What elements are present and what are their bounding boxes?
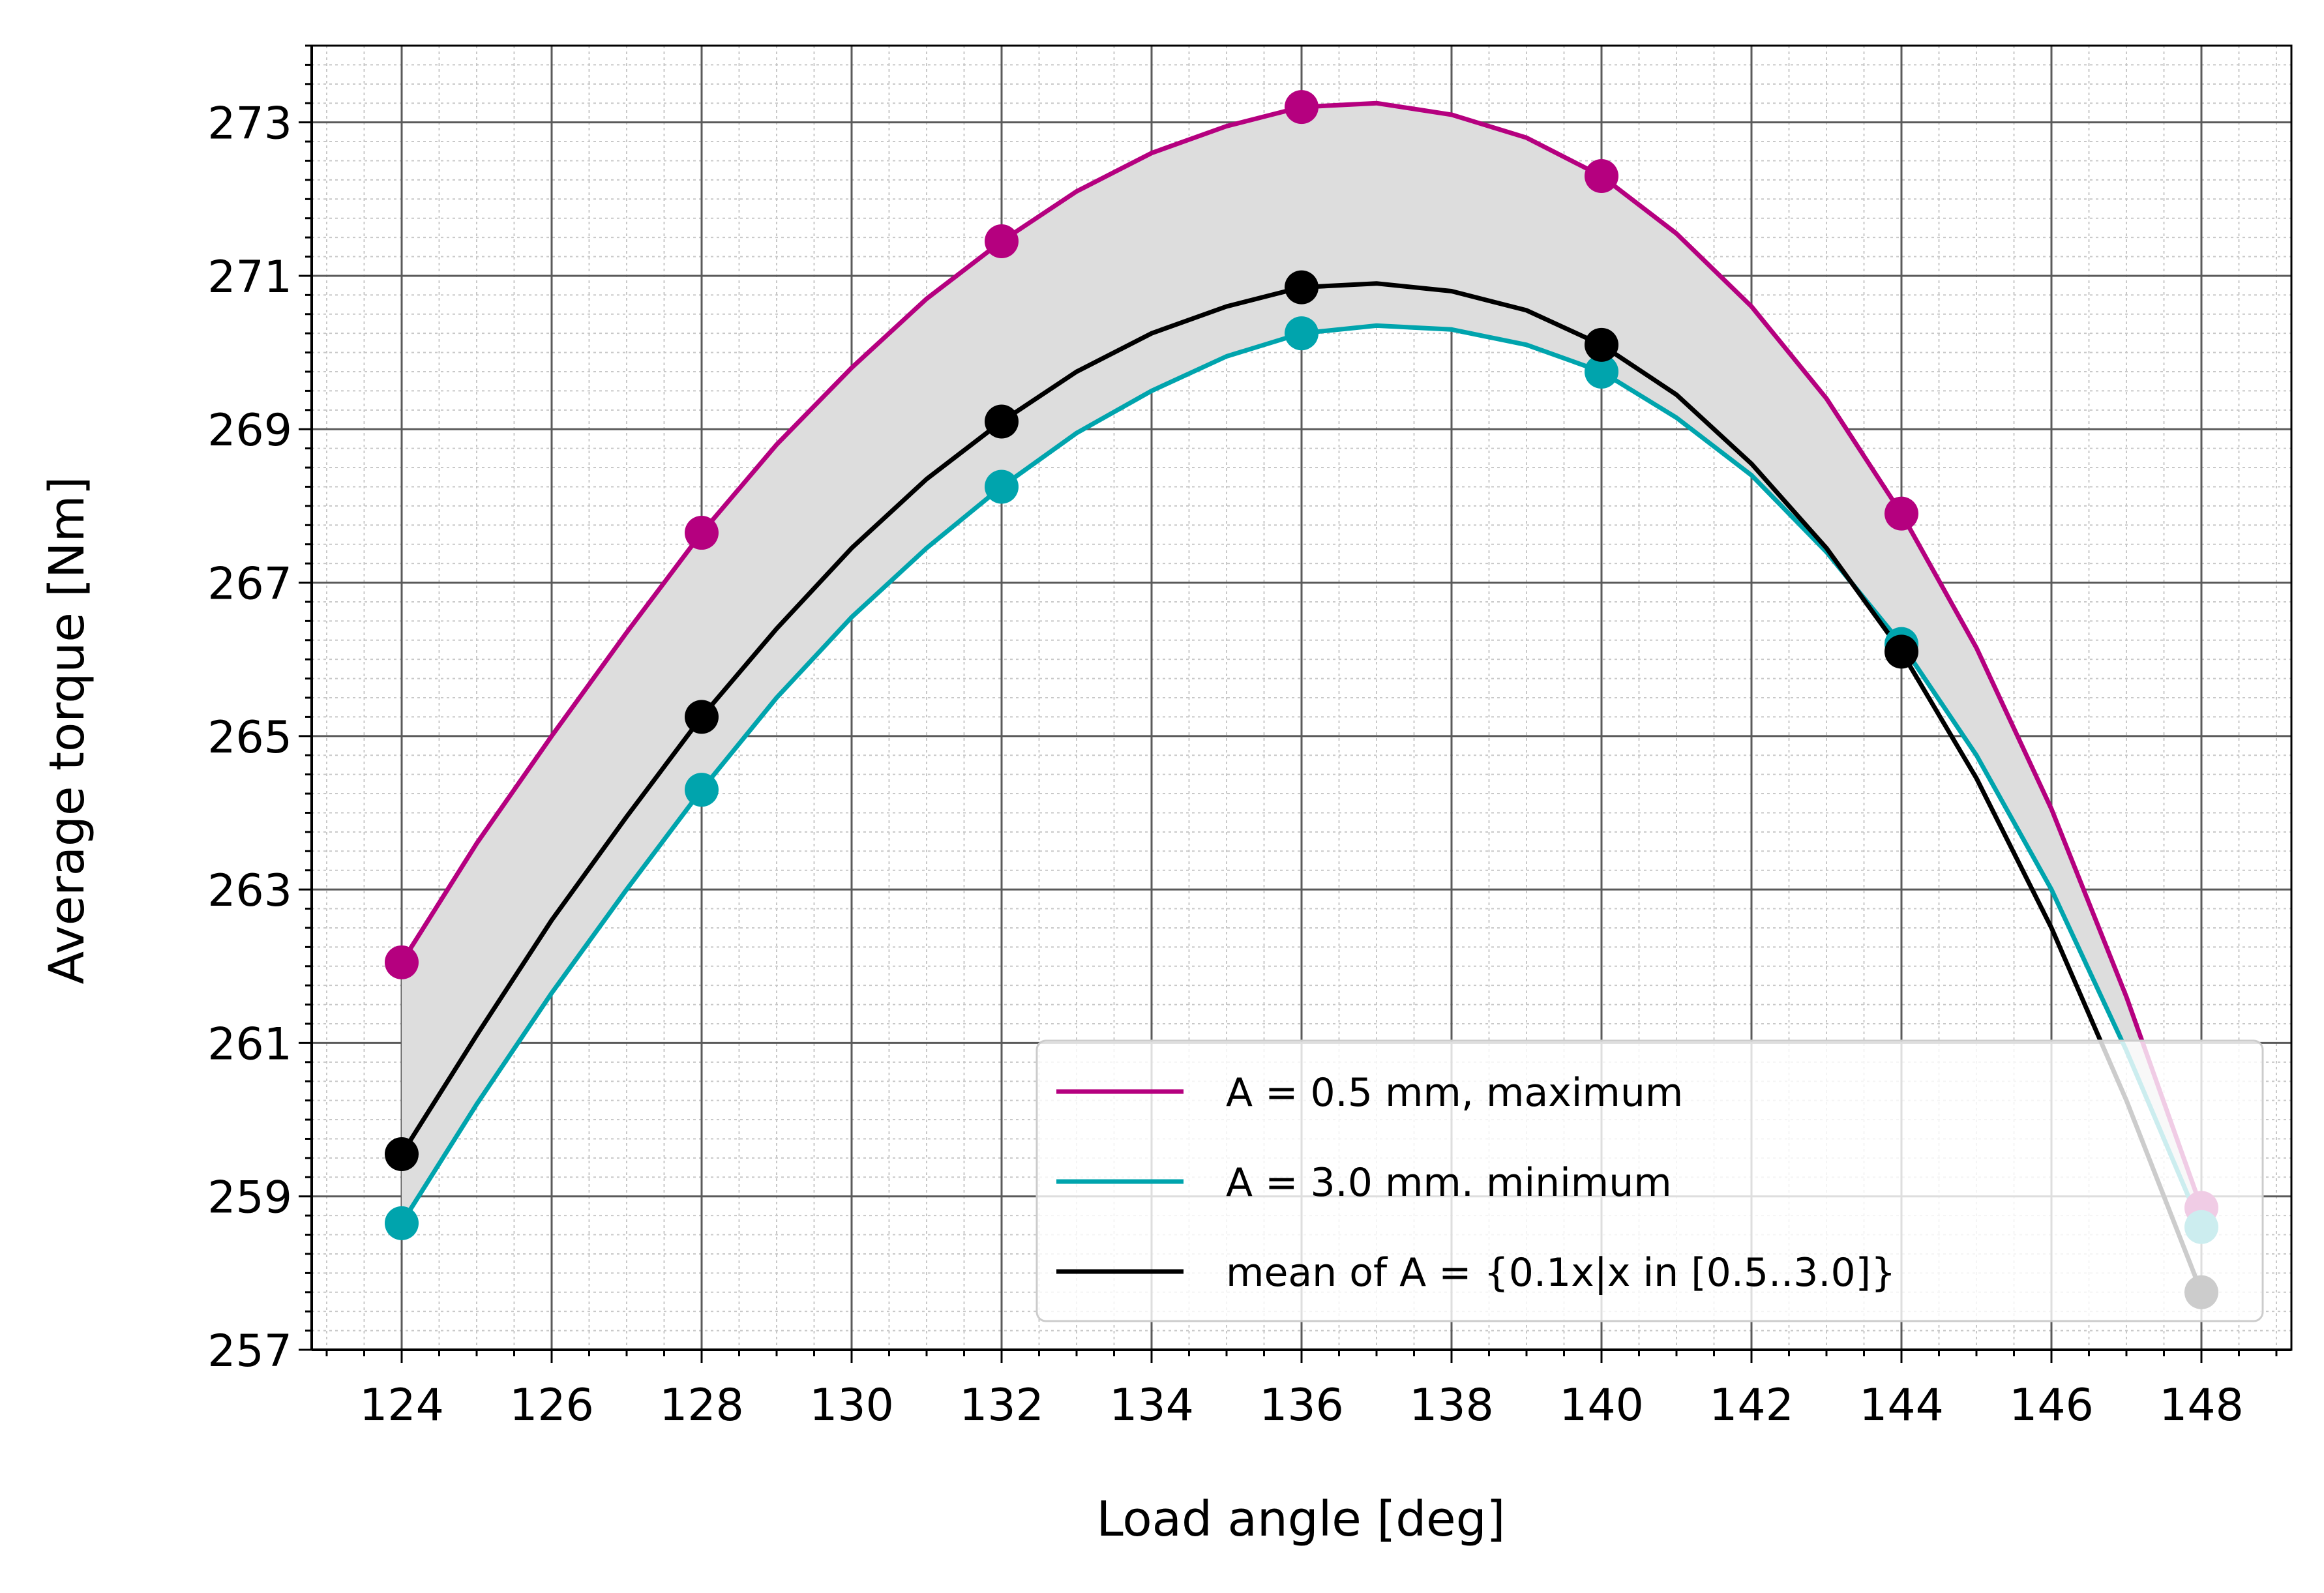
y-tick-label: 265 <box>207 712 292 764</box>
x-tick-label: 126 <box>509 1380 594 1431</box>
data-point-series-1 <box>1585 159 1618 193</box>
x-tick-label: 144 <box>1859 1380 1944 1431</box>
legend: A = 0.5 mm, maximum A = 3.0 mm. minimum me… <box>1035 1039 2264 1322</box>
data-point-series-2 <box>1285 316 1318 351</box>
x-tick-label: 132 <box>959 1380 1044 1431</box>
x-tick-label: 136 <box>1259 1380 1344 1431</box>
x-tick-label: 138 <box>1409 1380 1494 1431</box>
x-tick-label: 128 <box>659 1380 744 1431</box>
fill-band <box>402 103 2201 1227</box>
tick-labels: 124 126 128 130 132 134 136 138 140 142 144 146 148 2… <box>207 98 2244 1431</box>
y-tick-label: 261 <box>207 1019 292 1070</box>
series-markers <box>385 90 2218 1309</box>
data-point-series-1 <box>1285 90 1318 125</box>
data-point-series-3 <box>985 404 1019 439</box>
data-point-series-2 <box>385 1206 419 1240</box>
data-point-series-3 <box>1285 270 1318 305</box>
y-tick-label: 273 <box>207 98 292 150</box>
data-point-series-3 <box>1585 327 1618 362</box>
data-point-series-2 <box>1585 355 1618 389</box>
y-tick-label: 271 <box>207 252 292 303</box>
data-point-series-3 <box>1885 634 1918 669</box>
x-tick-label: 140 <box>1559 1380 1644 1431</box>
data-point-series-1 <box>685 516 719 550</box>
y-tick-label: 267 <box>207 559 292 610</box>
x-tick-label: 134 <box>1109 1380 1194 1431</box>
legend-box <box>1035 1039 2264 1322</box>
data-point-series-1 <box>1885 496 1918 531</box>
data-point-series-2 <box>985 469 1019 504</box>
y-tick-label: 259 <box>207 1172 292 1224</box>
data-point-series-1 <box>385 945 419 979</box>
legend-label-3: mean of A = {0.1x|x in [0.5..3.0]} <box>1226 1250 1896 1296</box>
data-point-series-1 <box>985 224 1019 258</box>
x-tick-label: 142 <box>1709 1380 1794 1431</box>
y-tick-label: 269 <box>207 405 292 456</box>
data-point-series-2 <box>685 773 719 807</box>
y-tick-label: 257 <box>207 1326 292 1377</box>
legend-label-2: A = 3.0 mm. minimum <box>1226 1160 1672 1206</box>
y-axis-label: Average torque [Nm] <box>39 477 95 985</box>
data-point-series-3 <box>385 1137 419 1171</box>
x-tick-label: 148 <box>2159 1380 2244 1431</box>
x-tick-label: 130 <box>809 1380 894 1431</box>
fill-between-area <box>402 103 2201 1227</box>
legend-label-1: A = 0.5 mm, maximum <box>1226 1070 1683 1116</box>
x-tick-label: 146 <box>2009 1380 2094 1431</box>
y-tick-label: 263 <box>207 865 292 917</box>
x-axis-label: Load angle [deg] <box>1096 1491 1505 1547</box>
x-tick-label: 124 <box>359 1380 444 1431</box>
data-point-series-3 <box>685 700 719 734</box>
ticks <box>299 44 2278 1363</box>
